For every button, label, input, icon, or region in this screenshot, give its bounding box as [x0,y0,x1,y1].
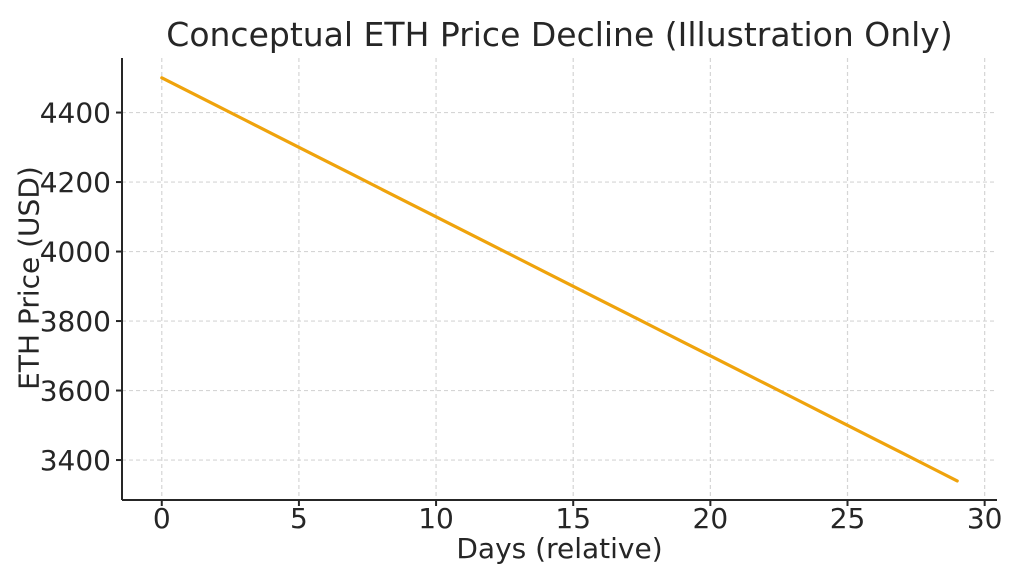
y-tick-label: 4200 [40,166,111,199]
x-tick-label: 25 [830,502,866,535]
y-tick-label: 4400 [40,97,111,130]
x-tick-label: 30 [967,502,1003,535]
gridlines [122,58,997,500]
y-tick-label: 4000 [40,236,111,269]
y-tick-label: 3800 [40,305,111,338]
axis-spines [121,58,997,501]
x-tick-label: 15 [555,502,591,535]
chart-title: Conceptual ETH Price Decline (Illustrati… [166,15,953,54]
x-tick-label: 5 [290,502,308,535]
x-tick-label: 10 [418,502,454,535]
y-axis-label: ETH Price (USD) [12,166,46,390]
x-tick-label: 0 [153,502,171,535]
x-tick-label: 20 [693,502,729,535]
y-axis-ticks: 3400 3600 3800 4000 4200 4400 [40,97,122,477]
eth-price-line [160,76,959,483]
y-tick-label: 3400 [40,444,111,477]
y-tick-label: 3600 [40,375,111,408]
x-axis-label: Days (relative) [456,532,663,565]
x-axis-ticks: 0 5 10 15 20 25 30 [153,500,1003,535]
